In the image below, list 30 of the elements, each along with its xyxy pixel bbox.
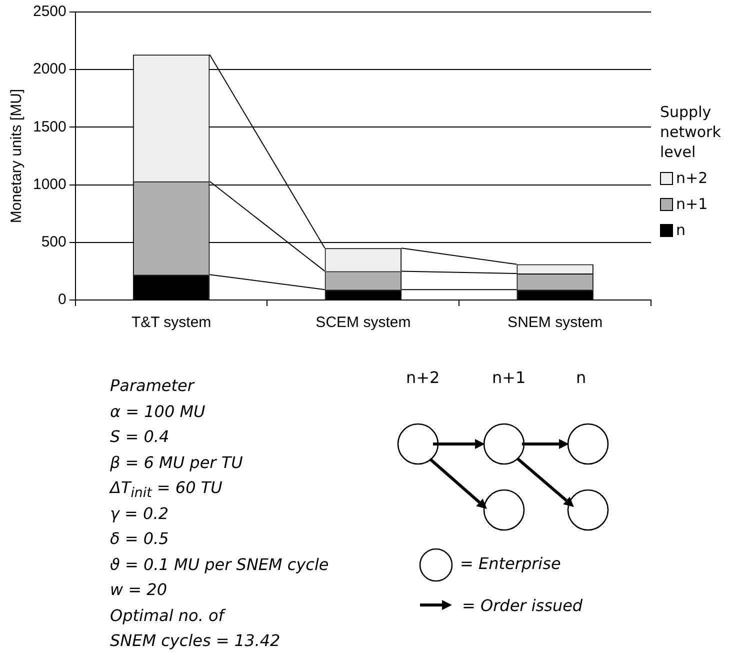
legend-label: n+1 [676, 194, 708, 214]
text: n+2 [406, 368, 440, 388]
y-tick-label: 500 [41, 234, 66, 251]
text: = Order issued [462, 596, 583, 616]
text: S = 0.4 [110, 427, 170, 447]
text: w = 20 [110, 580, 168, 600]
y-tick-label: 2000 [32, 60, 66, 78]
text: n [576, 368, 586, 388]
text: SNEM cycles = 13.42 [110, 631, 280, 651]
y-axis-title: Monetary units [MU] [8, 88, 26, 224]
x-tick-label: SCEM system [316, 314, 411, 332]
text: Optimal no. of [110, 606, 224, 626]
text: ΔT$_{init}$ = 60 TU [110, 478, 222, 504]
legend-label: n [676, 220, 686, 240]
y-tick-label: 1500 [32, 118, 66, 136]
x-tick-label: T&T system [131, 314, 212, 332]
text: ϑ = 0.1 MU per SNEM cycle [110, 554, 329, 574]
legend-label: n+2 [676, 168, 708, 188]
text: δ = 0.5 [110, 529, 169, 549]
text: Parameter [110, 376, 194, 396]
text: β = 6 MU per TU [110, 452, 243, 472]
x-tick-label: SNEM system [508, 314, 603, 332]
y-tick-label: 0 [58, 291, 66, 308]
text: α = 100 MU [110, 402, 206, 422]
legend-title: Supply network level [660, 102, 722, 162]
y-tick-label: 1000 [32, 176, 66, 193]
text: n+1 [492, 368, 526, 388]
y-tick-label: 2500 [32, 3, 66, 20]
text: γ = 0.2 [110, 504, 168, 524]
text: = Enterprise [460, 554, 561, 574]
